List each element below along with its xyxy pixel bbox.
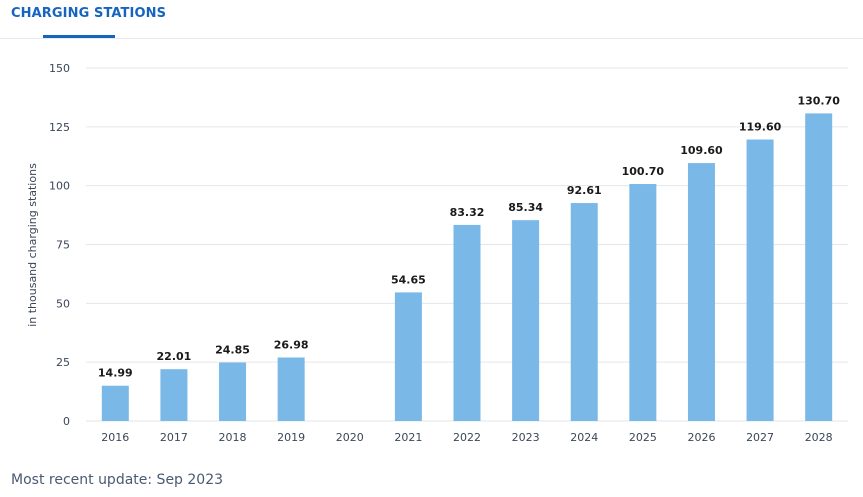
tab-bar: CHARGING STATIONS bbox=[0, 0, 863, 39]
x-tick-label-2028: 2028 bbox=[805, 431, 833, 444]
y-tick-label-0: 0 bbox=[63, 415, 70, 428]
y-tick-label-150: 150 bbox=[49, 62, 70, 75]
update-note: Most recent update: Sep 2023 bbox=[11, 472, 224, 488]
bar-2028 bbox=[805, 113, 833, 421]
tab-active-indicator bbox=[43, 35, 115, 38]
bar-2022 bbox=[453, 224, 481, 421]
value-label-2022: 83.32 bbox=[450, 206, 485, 219]
x-tick-label-2018: 2018 bbox=[219, 431, 247, 444]
value-label-2028: 130.70 bbox=[797, 94, 840, 107]
value-label-2025: 100.70 bbox=[622, 165, 665, 178]
x-tick-label-2022: 2022 bbox=[453, 431, 481, 444]
y-tick-label-100: 100 bbox=[49, 180, 70, 193]
bar-2026 bbox=[687, 163, 715, 421]
x-tick-label-2020: 2020 bbox=[336, 431, 364, 444]
value-label-2026: 109.60 bbox=[680, 144, 723, 157]
bar-2016 bbox=[101, 385, 129, 421]
bar-2024 bbox=[570, 203, 598, 421]
value-label-2021: 54.65 bbox=[391, 273, 426, 286]
x-tick-label-2021: 2021 bbox=[394, 431, 422, 444]
tab-charging-stations[interactable]: CHARGING STATIONS bbox=[11, 6, 167, 21]
x-tick-label-2027: 2027 bbox=[746, 431, 774, 444]
bar-chart: 0 25 50 75 100 125 150 in thousand charging sta… bbox=[26, 62, 848, 444]
value-label-2016: 14.99 bbox=[98, 367, 133, 380]
bar-2018 bbox=[219, 362, 247, 421]
value-label-2018: 24.85 bbox=[215, 344, 250, 357]
x-tick-label-2025: 2025 bbox=[629, 431, 657, 444]
bar-2025 bbox=[629, 184, 657, 421]
y-axis-label: in thousand charging stations bbox=[26, 163, 39, 327]
x-tick-label-2023: 2023 bbox=[512, 431, 540, 444]
x-tick-label-2016: 2016 bbox=[101, 431, 129, 444]
value-label-2024: 92.61 bbox=[567, 184, 602, 197]
bar-2021 bbox=[394, 292, 422, 421]
y-tick-label-125: 125 bbox=[49, 121, 70, 134]
y-tick-label-25: 25 bbox=[56, 356, 70, 369]
bar-2027 bbox=[746, 139, 774, 422]
x-tick-label-2024: 2024 bbox=[570, 431, 598, 444]
value-label-2017: 22.01 bbox=[157, 350, 192, 363]
value-label-2023: 85.34 bbox=[508, 201, 543, 214]
y-tick-label-50: 50 bbox=[56, 297, 70, 310]
x-tick-label-2019: 2019 bbox=[277, 431, 305, 444]
value-label-2027: 119.60 bbox=[739, 121, 782, 134]
y-tick-label-75: 75 bbox=[56, 239, 70, 252]
x-tick-label-2017: 2017 bbox=[160, 431, 188, 444]
value-label-2019: 26.98 bbox=[274, 339, 309, 352]
bar-2019 bbox=[277, 357, 305, 421]
bar-2023 bbox=[512, 220, 540, 421]
x-tick-label-2026: 2026 bbox=[687, 431, 715, 444]
bar-2017 bbox=[160, 369, 188, 421]
